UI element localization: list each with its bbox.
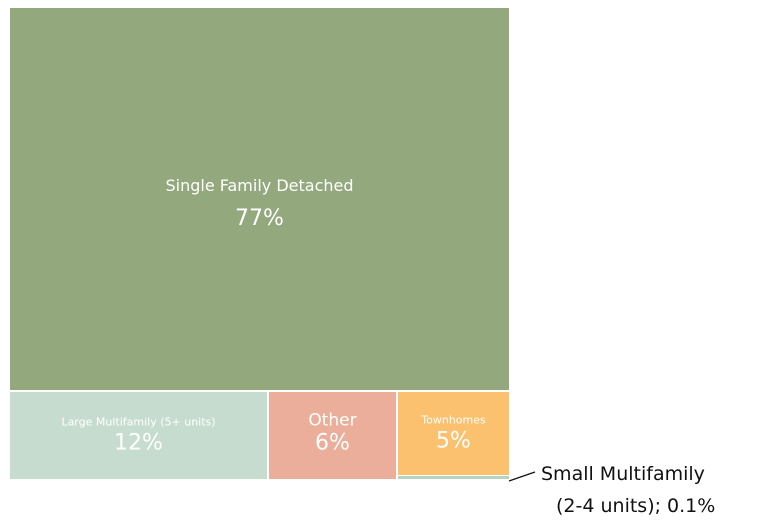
tile-value-label: 5% bbox=[436, 429, 471, 454]
tile-other bbox=[269, 392, 396, 479]
leader-line bbox=[508, 471, 536, 482]
tile-townhomes bbox=[398, 392, 509, 475]
tile-value-label: 77% bbox=[235, 206, 284, 231]
tile-single-family-detached bbox=[10, 8, 509, 390]
tile-name-label: Large Multifamily (5+ units) bbox=[61, 416, 215, 429]
external-label-line1: Small Multifamily bbox=[541, 463, 705, 485]
tile-value-label: 6% bbox=[315, 431, 350, 456]
tile-name-label: Single Family Detached bbox=[165, 176, 353, 195]
tile-large-multifamily-5-units bbox=[10, 392, 267, 479]
tile-name-label: Other bbox=[308, 411, 356, 431]
tile-value-label: 12% bbox=[114, 431, 163, 456]
external-label-line2: (2-4 units); 0.1% bbox=[556, 495, 715, 517]
tile-small-multifamily-2-4-units bbox=[398, 476, 509, 479]
tile-name-label: Townhomes bbox=[420, 414, 486, 427]
